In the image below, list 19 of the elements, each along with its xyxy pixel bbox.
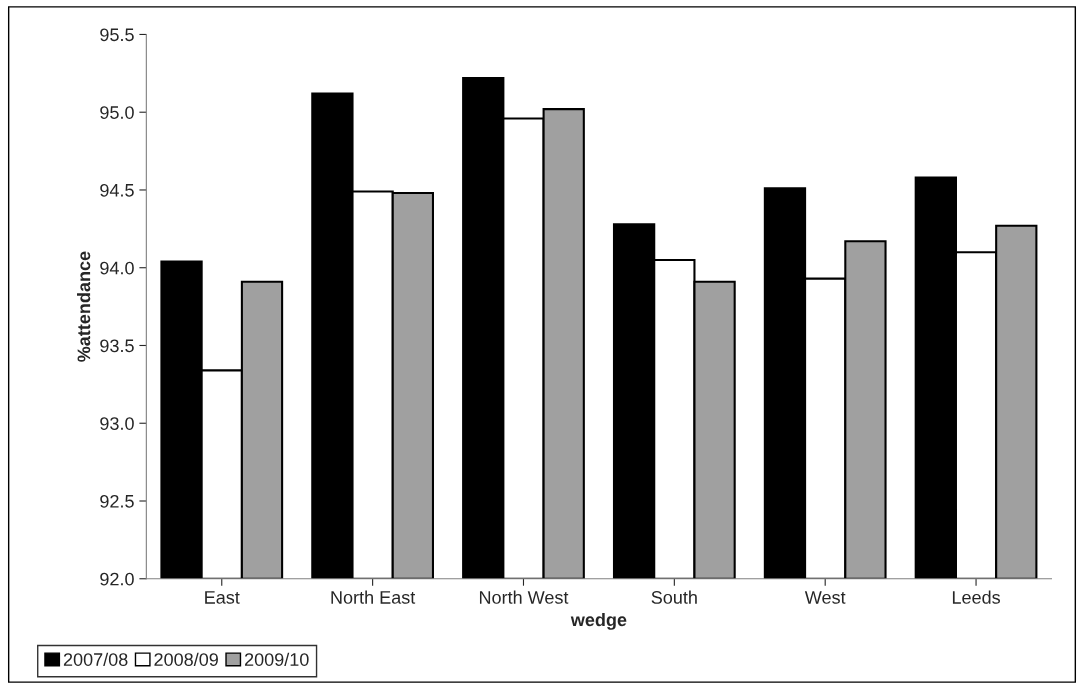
- y-tick-label: 95.0: [100, 106, 134, 119]
- y-tick-label: 93.0: [100, 417, 134, 430]
- x-tick-label: South: [651, 590, 697, 604]
- y-axis-title: %attendance: [77, 251, 91, 362]
- y-tick-label: 92.5: [100, 494, 134, 508]
- y-tick-label: 92.0: [100, 572, 134, 586]
- x-tick-label: North East: [331, 590, 416, 604]
- x-tick-label: East: [205, 591, 240, 604]
- y-tick-label: 94.5: [100, 183, 134, 197]
- y-tick-label: 93.5: [100, 339, 134, 353]
- x-tick-label: West: [804, 591, 846, 604]
- x-tick-label: Leeds: [952, 590, 1000, 604]
- y-tick-label: 94.0: [100, 261, 134, 275]
- x-tick-label: North West: [479, 590, 569, 604]
- legend-label: 2007/08: [63, 652, 128, 666]
- legend-label: 2009/10: [244, 652, 309, 666]
- y-tick-label: 95.5: [100, 28, 134, 42]
- legend-label: 2008/09: [154, 652, 218, 666]
- x-axis-title: wedge: [570, 612, 627, 630]
